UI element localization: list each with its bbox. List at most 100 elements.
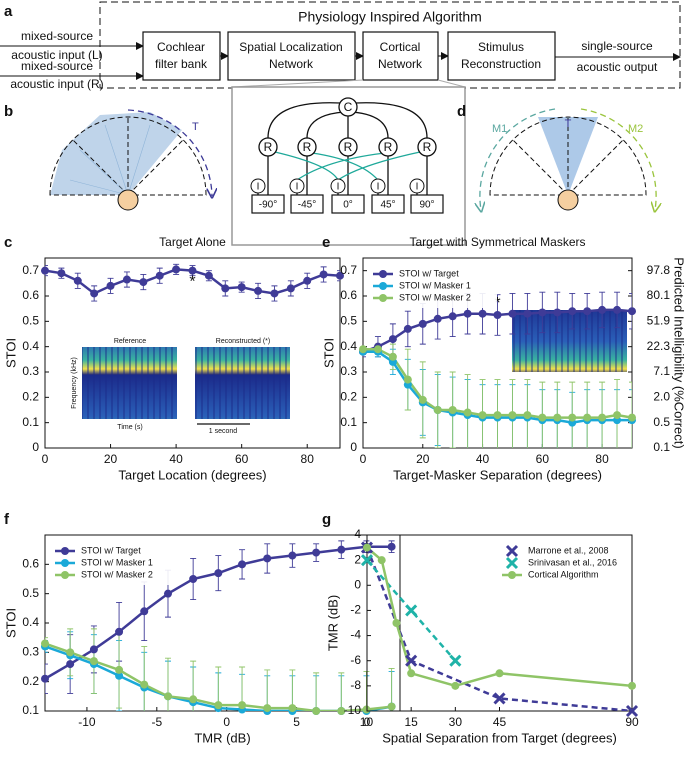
- x-tick-label: 40: [476, 452, 490, 466]
- y-tick-label: 0.4: [340, 339, 357, 353]
- y-tick-label: 0.1: [340, 415, 357, 429]
- spectrogram: [82, 347, 177, 419]
- marker: [337, 707, 346, 715]
- node-label: I: [257, 182, 260, 193]
- y-tick-label: -4: [350, 628, 361, 642]
- chart: e Target with Symmetrical Maskers 0 20 40 60 8…: [321, 234, 685, 482]
- chart: f -10 -5 0 5 10 0.1 0.2 0.3 0.4 0.5 0.6 TMR (dB) STOI…: [3, 511, 401, 745]
- marker: [493, 692, 506, 705]
- marker: [449, 654, 462, 667]
- y-axis-label: STOI: [3, 338, 18, 368]
- y-axis-label: TMR (dB): [325, 595, 340, 651]
- x-tick-label: 30: [449, 715, 463, 729]
- node-label: I: [377, 182, 380, 193]
- marker: [41, 639, 49, 648]
- marker: [188, 266, 197, 275]
- masker-label: M1: [492, 123, 507, 135]
- marker: [189, 695, 198, 704]
- y2-tick-label: 0.1: [653, 440, 670, 454]
- marker: [628, 307, 636, 316]
- y-tick-label: 0: [350, 440, 357, 454]
- marker: [303, 276, 312, 285]
- y-tick-label: 0: [354, 577, 361, 591]
- y-tick-label: 0: [32, 440, 39, 454]
- marker: [583, 413, 592, 422]
- marker: [362, 705, 371, 714]
- marker: [583, 307, 592, 316]
- target-cone: [538, 117, 598, 195]
- inset-title: Reconstructed (*): [216, 338, 270, 345]
- marker: [523, 411, 532, 420]
- x-axis-label: TMR (dB): [194, 730, 250, 745]
- legend-label: STOI w/ Target: [399, 268, 459, 278]
- marker: [493, 311, 502, 319]
- y-axis-label: STOI: [321, 338, 336, 368]
- y-tick-label: 4: [354, 527, 361, 541]
- marker: [387, 702, 396, 711]
- node: [338, 97, 358, 117]
- marker: [238, 701, 247, 710]
- legend-label: STOI w/ Masker 2: [399, 292, 471, 302]
- angle-label: -45°: [298, 200, 316, 211]
- marker: [407, 669, 416, 678]
- masker-path: [480, 108, 556, 210]
- marker: [392, 619, 401, 627]
- y-tick-label: 0.5: [22, 586, 39, 600]
- node-label: C: [344, 100, 353, 114]
- block: [142, 31, 221, 81]
- marker: [405, 604, 418, 617]
- x-tick-label: 15: [404, 715, 418, 729]
- legend-marker: [61, 559, 69, 567]
- direction-lines: [72, 117, 184, 196]
- y-tick-label: -2: [350, 603, 361, 617]
- y-tick-label: 0.3: [340, 364, 357, 378]
- error-bar: [45, 663, 48, 694]
- panel-letter: a: [4, 3, 13, 20]
- x-tick-label: 60: [536, 452, 550, 466]
- y-tick-label: 0.1: [22, 703, 39, 717]
- marker: [463, 408, 472, 417]
- marker: [538, 308, 547, 317]
- chart-title: Target with Symmetrical Maskers: [409, 235, 585, 249]
- legend-marker: [379, 294, 387, 302]
- error-bar: [629, 293, 632, 330]
- panel-letter: g: [322, 511, 331, 528]
- inhibit-nodes: [250, 178, 425, 194]
- legend-marker: [61, 571, 69, 579]
- panel-a: a Physiology Inspired Algorithm mixed-so…: [0, 1, 681, 91]
- target-label: T: [192, 121, 199, 133]
- x-tick-label: 0: [223, 715, 230, 729]
- y2-tick-label: 2.0: [653, 390, 670, 404]
- marker: [493, 411, 502, 420]
- marker: [448, 406, 457, 414]
- y-tick-label: 0.5: [22, 314, 39, 328]
- x-tick-label: 60: [235, 452, 249, 466]
- marker: [73, 276, 82, 285]
- block-label: filter bank: [155, 57, 208, 71]
- inset-ylabel: Frequency (kHz): [71, 357, 78, 409]
- marker: [41, 674, 49, 683]
- plot-frame: [44, 257, 341, 449]
- error-bar: [313, 672, 320, 711]
- input-label: acoustic input (R): [10, 77, 103, 91]
- x-tick-label: 80: [595, 452, 609, 466]
- angle-label: -90°: [259, 200, 277, 211]
- marker: [451, 681, 460, 690]
- y2-tick-label: 22.3: [647, 339, 671, 353]
- y-tick-label: 0.2: [340, 390, 357, 404]
- legend-label: STOI w/ Masker 1: [81, 557, 153, 567]
- x-tick-label: 90: [625, 715, 639, 729]
- marker: [377, 556, 386, 565]
- marker: [214, 569, 223, 578]
- legend-label: STOI w/ Masker 2: [81, 569, 153, 579]
- x-tick-label: 0: [42, 452, 49, 466]
- marker: [373, 345, 382, 354]
- legend: STOI w/ Target STOI w/ Masker 1 STOI w/ Ma…: [369, 264, 497, 308]
- series-line: [367, 547, 632, 711]
- node-label: R: [423, 140, 432, 154]
- target-label: T: [565, 118, 572, 130]
- marker: [172, 265, 181, 274]
- spectrogram: [512, 310, 627, 372]
- marker: [66, 648, 75, 657]
- marker: [139, 278, 148, 287]
